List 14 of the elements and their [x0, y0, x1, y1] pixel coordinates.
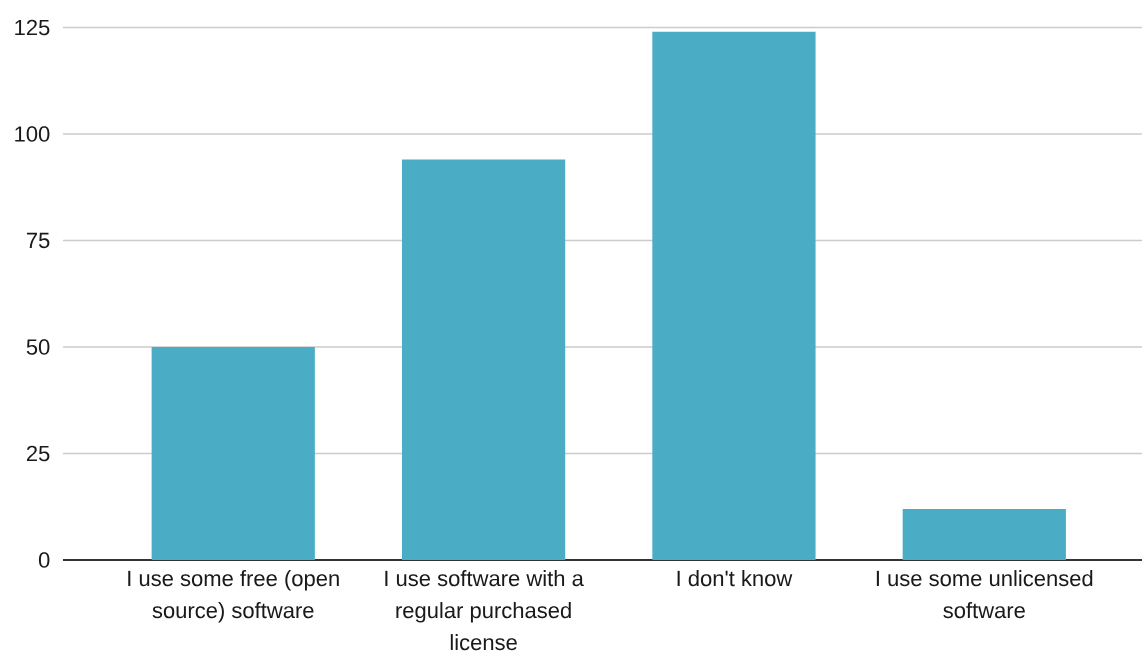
- y-tick-label: 125: [15, 19, 50, 36]
- y-tick-label: 0: [38, 552, 50, 568]
- x-tick-label: I use some free (open source) software: [128, 570, 339, 623]
- bar: [902, 508, 1066, 560]
- bar: [401, 159, 566, 560]
- x-tick-label: I don't know: [677, 570, 793, 587]
- x-tick-label: I use some unlicensed software: [876, 570, 1093, 619]
- y-tick-label: 25: [26, 445, 50, 462]
- bar: [151, 347, 315, 560]
- y-tick-label: 75: [26, 232, 50, 249]
- y-tick-label: 50: [26, 339, 50, 355]
- x-tick-label: I use software with a regular purchased license: [385, 570, 584, 651]
- y-tick-label: 100: [15, 126, 50, 142]
- bar: [652, 31, 816, 560]
